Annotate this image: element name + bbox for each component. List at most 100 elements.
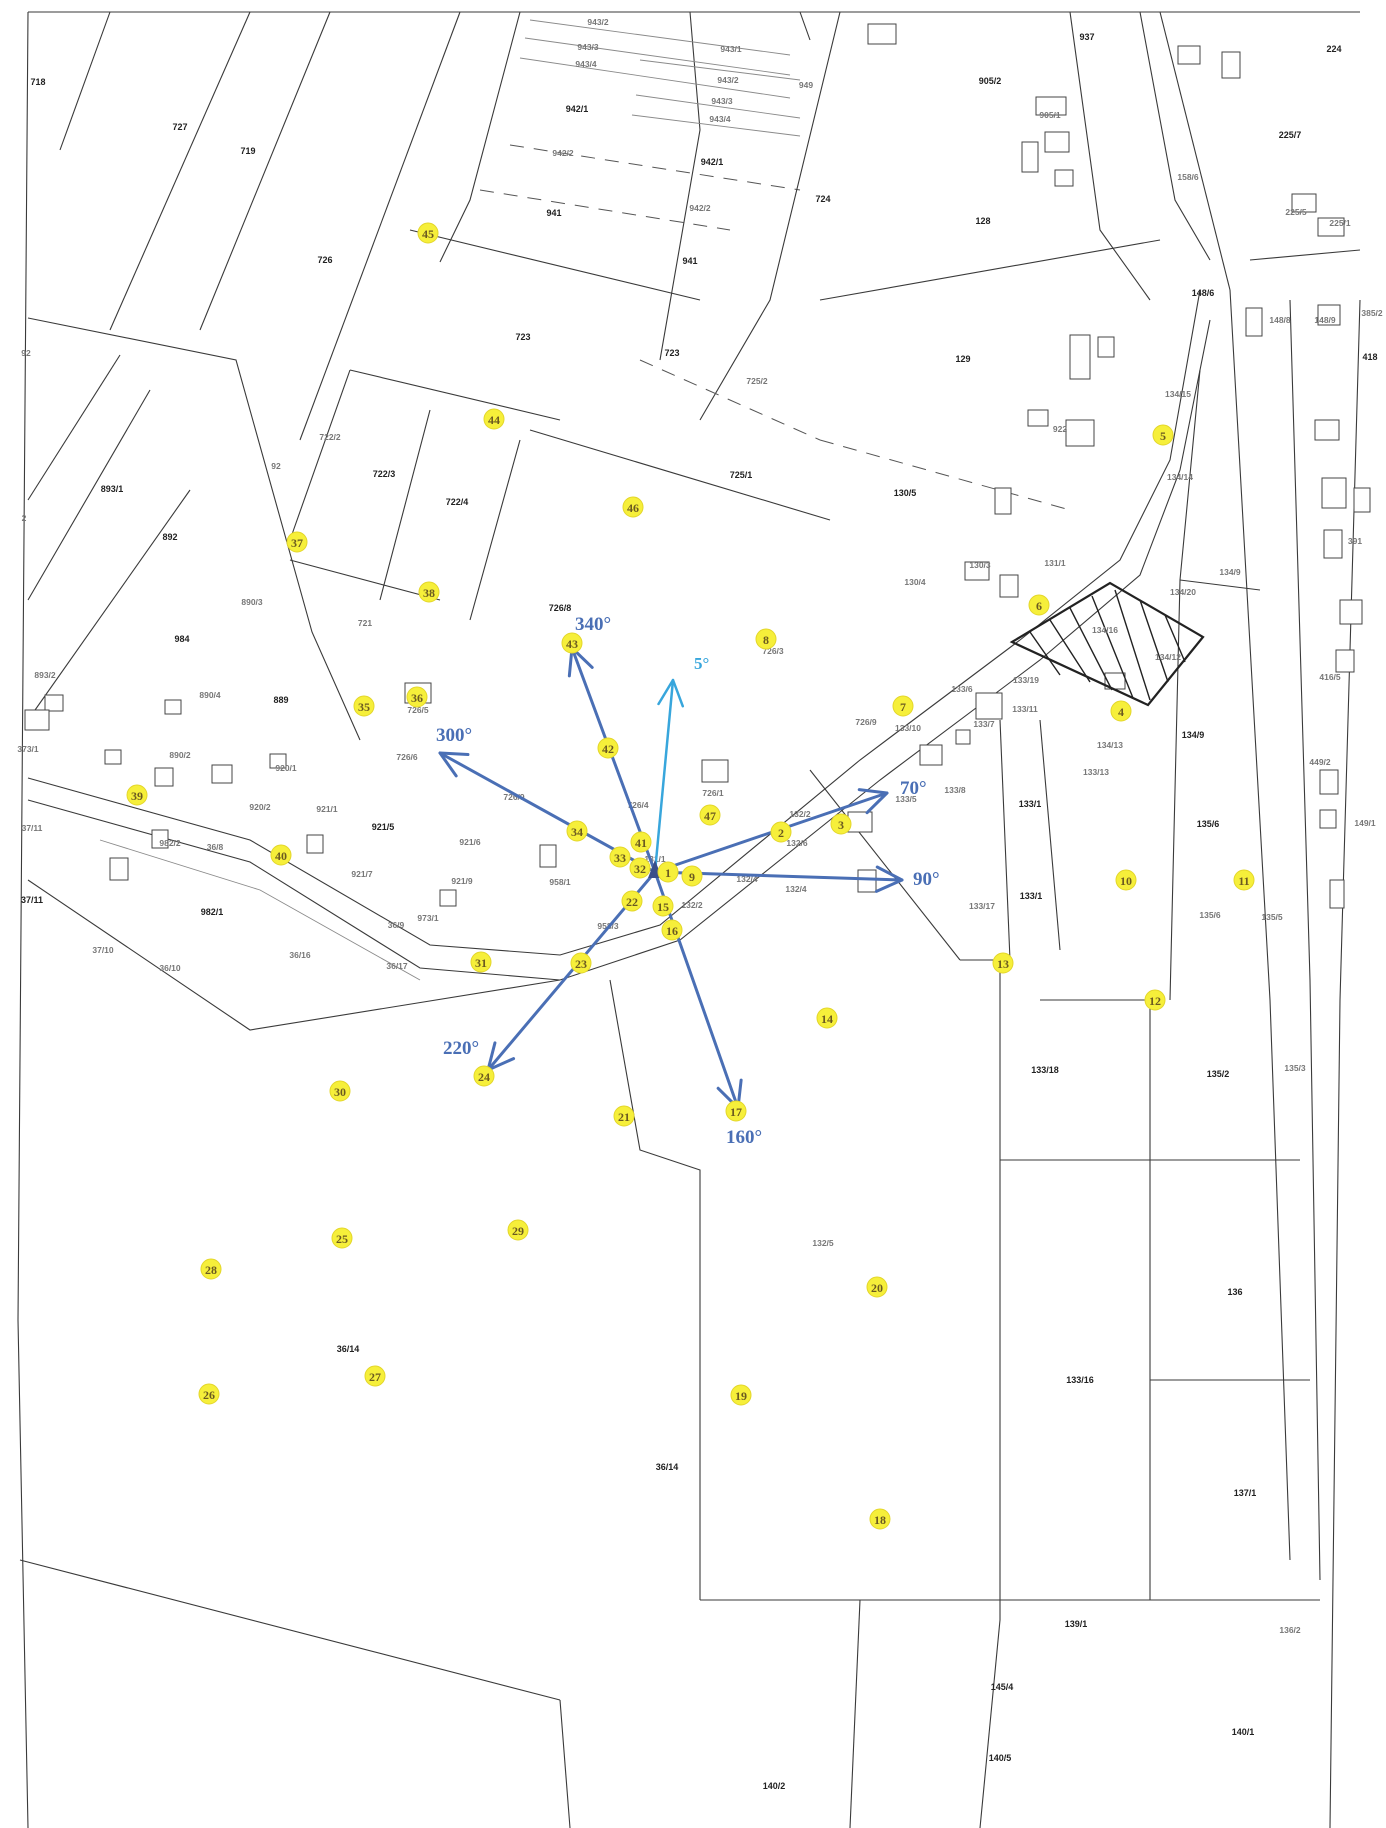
marker-number: 32 — [634, 862, 646, 876]
marker-number: 8 — [763, 633, 769, 647]
marker-number: 37 — [291, 536, 303, 550]
marker-dot — [198, 1383, 220, 1405]
parcel-label: 92 — [271, 461, 281, 471]
parcel-label: 723 — [664, 348, 679, 358]
parcel-boundaries — [17, 11, 1361, 1828]
viewpoint-marker: 15 — [652, 895, 674, 917]
viewpoint-marker: 24 — [473, 1065, 495, 1087]
viewpoint-marker: 36 — [406, 686, 428, 708]
marker-dot — [1233, 869, 1255, 891]
parcel-label: 385/2 — [1361, 308, 1383, 318]
marker-number: 27 — [369, 1370, 381, 1384]
marker-dot — [755, 628, 777, 650]
viewpoint-marker: 18 — [869, 1508, 891, 1530]
parcel-label: 921/7 — [351, 869, 373, 879]
parcel-label: 943/2 — [587, 17, 609, 27]
parcel-label: 973/1 — [417, 913, 439, 923]
parcel-label: 726 — [317, 255, 332, 265]
parcel-label: 36/14 — [656, 1462, 679, 1472]
marker-number: 41 — [635, 836, 647, 850]
parcel-label: 449/2 — [1309, 757, 1331, 767]
viewpoint-marker: 4 — [1110, 700, 1132, 722]
parcel-label: 133/1 — [1019, 799, 1042, 809]
parcel-label: 942/2 — [689, 203, 711, 213]
marker-dot — [699, 804, 721, 826]
parcel-label: 133/6 — [951, 684, 973, 694]
parcel-label: 92 — [21, 348, 31, 358]
parcel-label: 982/2 — [159, 838, 181, 848]
direction-angle-label: 5° — [694, 654, 709, 673]
viewpoint-marker: 35 — [353, 695, 375, 717]
parcel-label: 158/6 — [1177, 172, 1199, 182]
viewpoint-marker: 14 — [816, 1007, 838, 1029]
viewpoint-marker: 40 — [270, 844, 292, 866]
marker-number: 16 — [666, 924, 678, 938]
marker-number: 2 — [778, 826, 784, 840]
marker-dot — [866, 1276, 888, 1298]
viewpoint-marker: 27 — [364, 1365, 386, 1387]
parcel-label: 905/2 — [979, 76, 1002, 86]
marker-number: 11 — [1238, 874, 1249, 888]
parcel-label: 132/4 — [736, 874, 758, 884]
parcel-label: 130/5 — [894, 488, 917, 498]
parcel-label: 920/2 — [249, 802, 271, 812]
marker-dot — [200, 1258, 222, 1280]
parcel-label: 723 — [515, 332, 530, 342]
parcel-label: 136/2 — [1279, 1625, 1301, 1635]
marker-dot — [730, 1384, 752, 1406]
parcel-label: 133/10 — [895, 723, 921, 733]
parcel-label: 133/16 — [1066, 1375, 1094, 1385]
parcel-label: 943/4 — [709, 114, 731, 124]
parcel-label: 133/19 — [1013, 675, 1039, 685]
marker-number: 45 — [422, 227, 434, 241]
hatched-parcel-icon — [1009, 581, 1205, 707]
marker-number: 46 — [627, 501, 639, 515]
marker-number: 28 — [205, 1263, 217, 1277]
marker-dot — [364, 1365, 386, 1387]
direction-angle-label: 340° — [575, 614, 611, 635]
parcel-label: 36/14 — [337, 1344, 360, 1354]
parcel-label: 418 — [1362, 352, 1377, 362]
marker-number: 47 — [704, 809, 716, 823]
viewpoint-marker: 7 — [892, 695, 914, 717]
building-outlines — [24, 23, 1371, 909]
viewpoint-marker: 13 — [992, 952, 1014, 974]
marker-number: 40 — [275, 849, 287, 863]
viewpoint-marker: 47 — [699, 804, 721, 826]
viewpoint-marker: 37 — [286, 531, 308, 553]
parcel-label: 942/2 — [552, 148, 574, 158]
marker-dot — [470, 951, 492, 973]
marker-number: 12 — [1149, 994, 1161, 1008]
parcel-label: 722/4 — [446, 497, 469, 507]
viewpoint-marker: 22 — [621, 890, 643, 912]
direction-angle-label: 300° — [436, 725, 472, 746]
viewpoint-marker: 26 — [198, 1383, 220, 1405]
parcel-label: 416/5 — [1319, 672, 1341, 682]
parcel-label: 920/1 — [275, 763, 297, 773]
marker-dot — [570, 952, 592, 974]
marker-dot — [1152, 424, 1174, 446]
parcel-label: 724 — [815, 194, 830, 204]
viewpoint-marker: 5 — [1152, 424, 1174, 446]
marker-dot — [597, 737, 619, 759]
parcel-label: 718 — [30, 77, 45, 87]
parcel-label: 982/1 — [201, 907, 224, 917]
viewpoint-marker: 33 — [609, 846, 631, 868]
parcel-label: 722/2 — [319, 432, 341, 442]
viewpoint-marker: 6 — [1028, 594, 1050, 616]
parcel-label: 133/17 — [969, 901, 995, 911]
parcel-label: 889 — [273, 695, 288, 705]
viewpoint-marker: 25 — [331, 1227, 353, 1249]
parcel-label: 725/1 — [730, 470, 753, 480]
direction-arrow-5 — [653, 678, 685, 874]
marker-dot — [869, 1508, 891, 1530]
parcel-label: 725/2 — [746, 376, 768, 386]
parcel-label: 149/1 — [1354, 818, 1376, 828]
parcel-label: 36/10 — [159, 963, 181, 973]
parcel-label: 37/11 — [21, 895, 43, 905]
parcel-label: 36/17 — [386, 961, 408, 971]
parcel-label: 937 — [1079, 32, 1094, 42]
parcel-label: 135/2 — [1207, 1069, 1230, 1079]
